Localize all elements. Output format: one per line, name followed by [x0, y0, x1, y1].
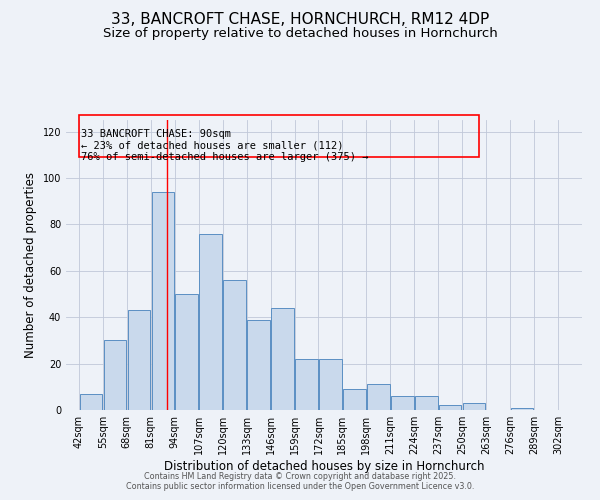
Text: 33 BANCROFT CHASE: 90sqm
← 23% of detached houses are smaller (112)
76% of semi-: 33 BANCROFT CHASE: 90sqm ← 23% of detach…: [81, 130, 368, 162]
Bar: [511, 408, 533, 410]
Bar: [199, 234, 222, 410]
Bar: [439, 406, 461, 410]
Text: Contains HM Land Registry data © Crown copyright and database right 2025.: Contains HM Land Registry data © Crown c…: [144, 472, 456, 481]
Bar: [152, 192, 174, 410]
Bar: [319, 359, 341, 410]
Y-axis label: Number of detached properties: Number of detached properties: [24, 172, 37, 358]
Bar: [343, 389, 365, 410]
Bar: [367, 384, 389, 410]
Bar: [271, 308, 294, 410]
Bar: [391, 396, 413, 410]
Bar: [295, 359, 318, 410]
Bar: [175, 294, 198, 410]
Text: Contains public sector information licensed under the Open Government Licence v3: Contains public sector information licen…: [126, 482, 474, 491]
Bar: [223, 280, 246, 410]
Bar: [415, 396, 437, 410]
Text: 33, BANCROFT CHASE, HORNCHURCH, RM12 4DP: 33, BANCROFT CHASE, HORNCHURCH, RM12 4DP: [111, 12, 489, 28]
Bar: [128, 310, 150, 410]
Text: Size of property relative to detached houses in Hornchurch: Size of property relative to detached ho…: [103, 28, 497, 40]
X-axis label: Distribution of detached houses by size in Hornchurch: Distribution of detached houses by size …: [164, 460, 484, 473]
Bar: [80, 394, 102, 410]
Bar: [247, 320, 270, 410]
Bar: [104, 340, 126, 410]
Bar: [463, 403, 485, 410]
